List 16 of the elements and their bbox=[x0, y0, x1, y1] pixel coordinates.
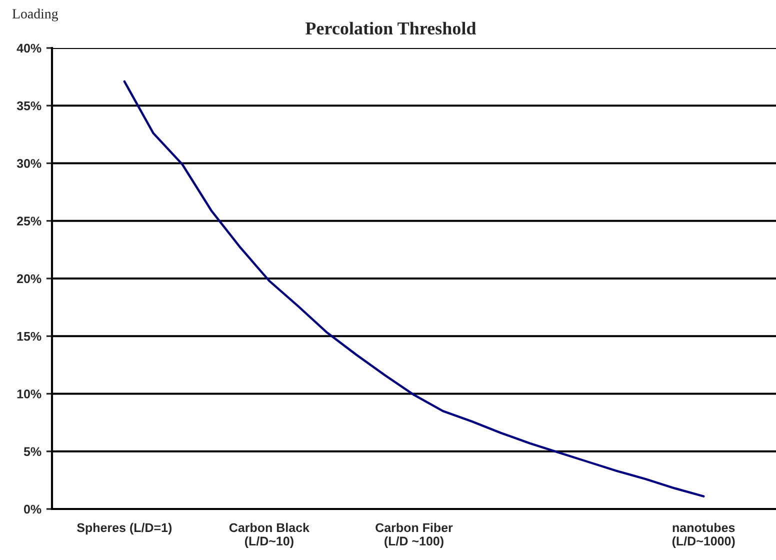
chart-title: Percolation Threshold bbox=[305, 22, 476, 35]
y-tick-label: 30% bbox=[16, 159, 42, 168]
y-tick-label: 40% bbox=[16, 44, 42, 53]
y-tick-label: 20% bbox=[17, 274, 42, 284]
y-tick-label: 15% bbox=[17, 332, 42, 341]
y-tick-label: 5% bbox=[24, 447, 42, 456]
y-tick-label: 35% bbox=[16, 101, 42, 110]
y-axis-title: Loading bbox=[12, 8, 58, 22]
y-tick-label: 10% bbox=[17, 390, 42, 398]
x-tick-label: Spheres (L/D=1) bbox=[77, 522, 172, 535]
y-tick-label: 0% bbox=[24, 504, 42, 514]
x-tick-label: Carbon Fiber (L/D ~100) bbox=[376, 522, 453, 548]
x-tick-label: Carbon Black (L/D~10) bbox=[229, 522, 310, 548]
line-series bbox=[123, 80, 705, 498]
y-tick-label: 25% bbox=[17, 216, 42, 226]
x-tick-label: nanotubes (L/D~1000) bbox=[672, 522, 735, 548]
